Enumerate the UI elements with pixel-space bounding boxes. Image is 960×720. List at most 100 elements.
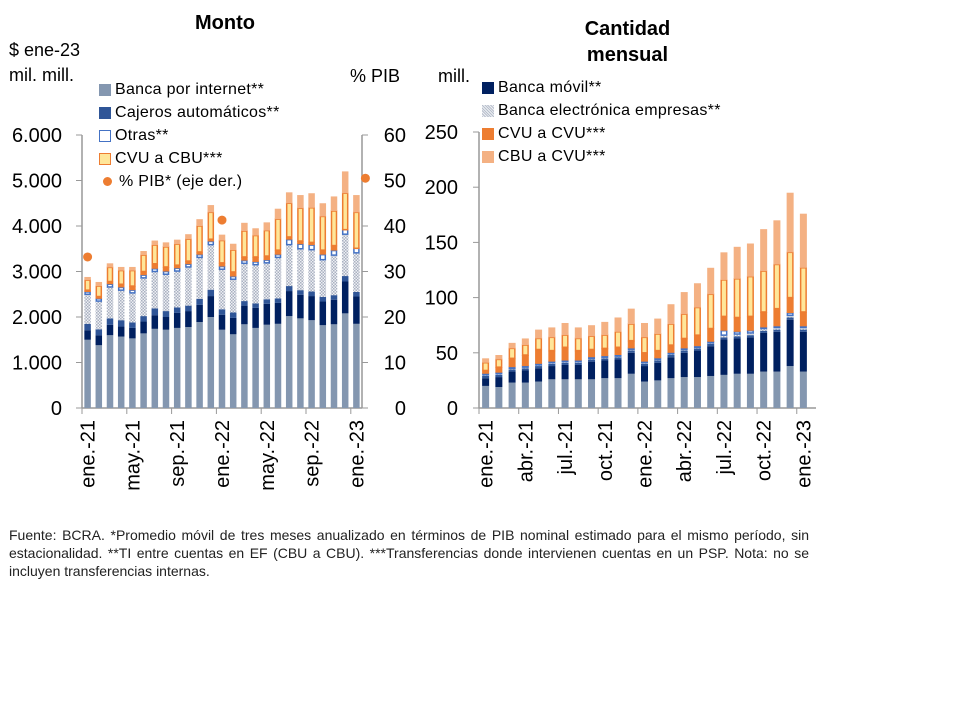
bar-segment-banca-movil [308,296,315,321]
bar-segment-banca-electronica [173,271,181,308]
bar-segment-banca-movil [341,281,349,314]
bar-segment-otras [241,259,248,265]
bar-segment-cvu-cbu [229,249,237,273]
bar-segment-cvu-cvu [84,290,91,292]
bar-segment-otras [162,270,170,275]
left-y-axis-title-text: $ ene-23 mil. mill. [9,40,81,85]
bar-stack [140,251,147,408]
bar-segment-banca-movil [84,330,91,340]
bar-segment-banca-movil [482,378,490,386]
bar-segment-cvu-cvu [548,350,556,362]
bar-segment-cvu-cbu [521,344,529,356]
bar-segment-cvu-cvu [786,297,794,314]
bar-segment-cvu-cvu [693,335,701,347]
bar-segment-cbu-cvu [207,205,215,213]
bar-segment-cvu-cvu [680,338,688,349]
bar-segment-cbu-cvu [601,321,609,336]
bar-stack [173,239,181,408]
right-chart-title: Cantidad mensual [584,18,671,66]
bar-segment-cvu-cvu [319,250,327,255]
bar-segment-banca-electronica [274,257,282,299]
bar-segment-otras [95,298,103,302]
y-tick-label: 3.000 [12,262,62,284]
bar-segment-otras [330,249,338,256]
bar-segment-cvu-cbu [720,279,728,318]
bar-segment-banca-internet [218,329,226,408]
legend-swatch-banca-movil [482,81,494,94]
bar-segment-cvu-cvu [667,345,675,353]
bar-segment-banca-electronica [786,315,794,318]
bar-segment-cajeros [614,357,622,360]
bar-segment-cajeros [773,329,781,332]
bar-segment-banca-movil [707,346,715,376]
bar-segment-cvu-cbu [274,218,282,251]
bar-segment-otras [627,347,635,351]
legend-item-banca-internet: Banca por internet** [99,78,280,101]
bar-segment-cvu-cbu [173,243,181,266]
bar-segment-cvu-cvu [760,311,768,328]
bar-segment-banca-internet [574,379,582,408]
bar-segment-cajeros [308,291,315,297]
bar-segment-cvu-cbu [297,207,304,242]
bar-segment-banca-movil [574,364,582,380]
bar-segment-banca-movil [773,331,781,372]
bar-segment-cajeros [588,359,596,362]
right-chart-cantidad: 0 50 100 150 200 250 ene.-21 abr.-21 jul.-21 oct.… [425,122,816,488]
bar-segment-otras [561,359,569,363]
bar-segment-cbu-cvu [693,283,701,308]
bar-segment-banca-internet [117,336,125,408]
bar-segment-cajeros [353,291,360,297]
bar-segment-cbu-cvu [274,208,282,220]
bar-segment-banca-internet [521,382,529,408]
bar-segment-otras [185,263,192,268]
bar-segment-cvu-cvu [799,311,807,327]
bar-segment-banca-movil [229,317,237,335]
bar-segment-cbu-cvu [614,317,622,332]
bar-segment-banca-internet [548,379,556,408]
bar-segment-cajeros [535,366,543,369]
bar-segment-otras [535,363,543,366]
x-tick-label: ene.-22 [635,420,657,488]
bar-segment-banca-movil [297,294,304,319]
bar-segment-banca-movil [495,377,503,388]
bar-segment-cvu-cbu [680,313,688,340]
legend-swatch-cbu-cvu [482,150,494,163]
bar-segment-banca-movil [627,352,635,374]
bar-segment-cajeros [561,362,569,365]
bar-segment-cvu-cbu [252,234,259,258]
legend-label: Banca móvil** [498,78,602,96]
bar-stack [786,192,794,408]
charts-canvas: 0 1.000 2.000 3.000 4.000 5.000 6.000 0 10 20 30 40… [12,122,816,491]
bar-segment-banca-electronica [330,255,338,296]
bar-segment-cajeros [495,374,503,378]
bar-segment-banca-internet [330,324,338,408]
bar-segment-banca-movil [667,357,675,379]
bar-segment-banca-movil [746,337,754,374]
x-tick-label: ene.-22 [212,420,234,488]
bar-segment-cajeros [760,330,768,333]
bar-segment-otras [799,325,807,329]
legend-item-cvu-cbu: CVU a CBU*** [99,147,280,170]
bar-segment-cajeros [151,308,159,316]
bar-segment-cajeros [218,309,226,315]
bar-segment-cvu-cvu [508,358,516,368]
bar-segment-cbu-cvu [667,304,675,325]
bar-segment-banca-internet [535,381,543,408]
bar-stack [720,252,728,408]
bar-stack [588,325,596,408]
bar-segment-cajeros [173,307,181,313]
bar-segment-banca-electronica [196,257,203,299]
bar-segment-cbu-cvu [588,325,596,337]
bar-segment-cvu-cbu [746,275,754,318]
bar-segment-cvu-cbu [341,192,349,231]
bar-segment-banca-internet [252,327,259,408]
bar-segment-cbu-cvu [162,242,170,247]
y-tick-label: 250 [425,122,458,144]
bar-segment-banca-movil [799,331,807,372]
bar-segment-banca-electronica [218,269,226,310]
bar-segment-otras [252,261,259,266]
bar-segment-otras [733,331,741,335]
bar-segment-cvu-cvu [746,316,754,331]
bar-segment-cajeros [641,363,648,367]
bar-segment-cbu-cvu [173,239,181,245]
